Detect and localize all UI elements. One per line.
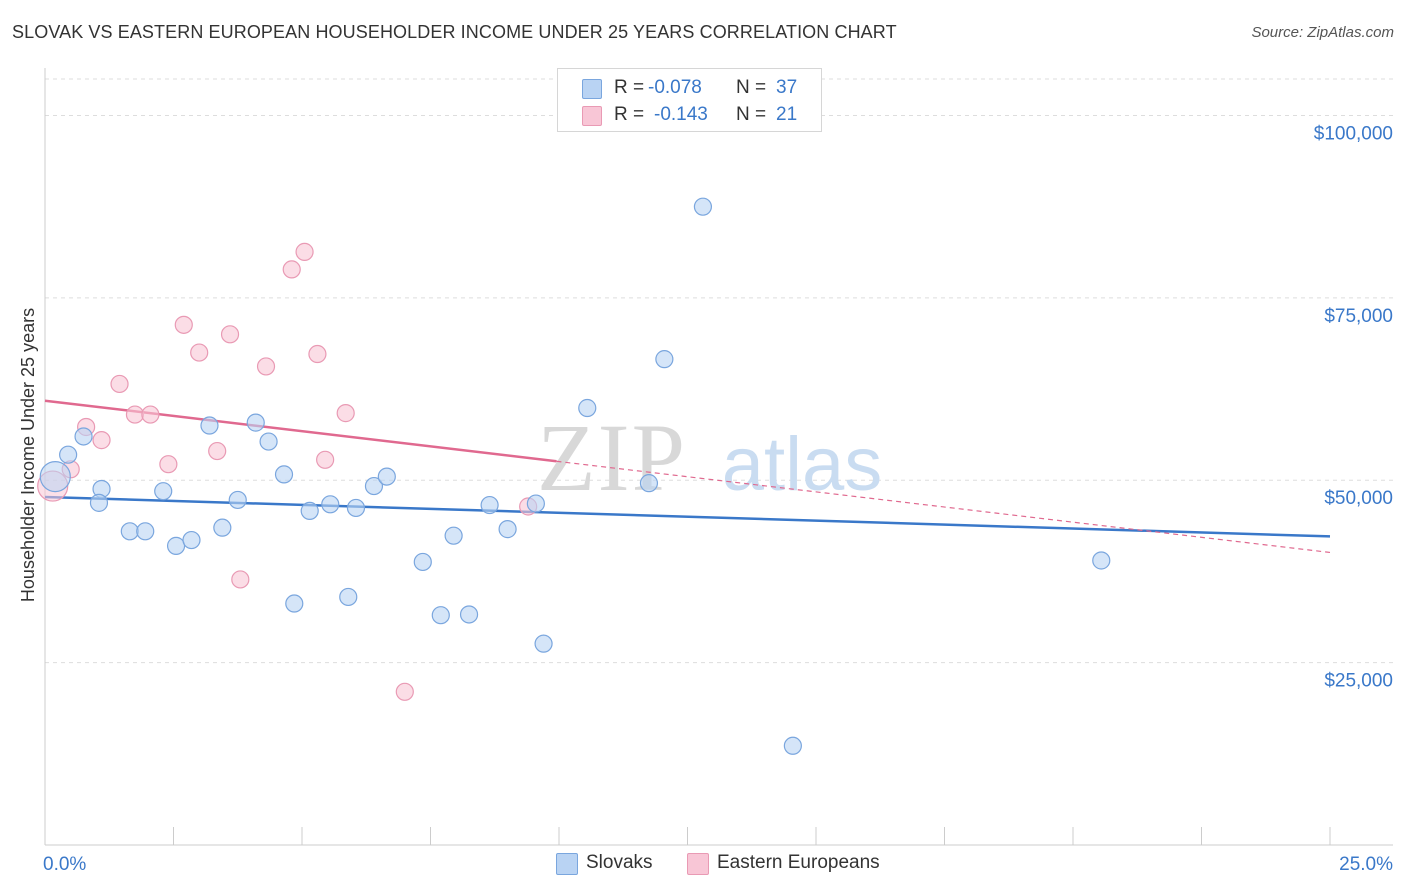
point-eastern-europeans xyxy=(190,343,209,362)
trend-line-eastern-europeans xyxy=(44,399,557,463)
watermark-zip: ZIP xyxy=(537,404,687,511)
point-eastern-europeans xyxy=(110,374,129,394)
point-slovaks xyxy=(339,587,358,607)
point-slovaks xyxy=(431,606,450,625)
point-slovaks xyxy=(693,197,713,216)
legend-n-value: 37 xyxy=(776,77,798,98)
point-eastern-europeans xyxy=(125,405,145,424)
point-eastern-europeans xyxy=(316,450,335,469)
point-slovaks xyxy=(480,495,499,515)
y-axis-label: Householder Income Under 25 years xyxy=(18,308,38,602)
point-slovaks xyxy=(639,474,659,493)
legend-r-value: -0.143 xyxy=(654,104,708,125)
point-eastern-europeans xyxy=(395,682,414,701)
point-slovaks xyxy=(300,501,319,520)
point-slovaks xyxy=(59,445,78,464)
bottom-legend-label: Slovaks xyxy=(586,852,653,873)
point-slovaks xyxy=(444,526,463,545)
y-tick-label: $25,000 xyxy=(1324,671,1393,692)
point-slovaks xyxy=(377,467,396,486)
point-eastern-europeans xyxy=(256,357,276,376)
axis-layer xyxy=(44,68,1393,846)
point-slovaks xyxy=(346,498,366,518)
point-slovaks xyxy=(274,465,294,484)
legend-n-label: N = xyxy=(736,77,767,98)
point-slovaks xyxy=(213,518,232,537)
watermark-atlas: atlas xyxy=(722,422,883,507)
legend-r-label: R = xyxy=(614,104,645,125)
point-slovaks xyxy=(498,520,517,539)
x-tick-label: 25.0% xyxy=(1339,854,1393,875)
point-eastern-europeans xyxy=(220,325,240,344)
legend-swatch-blue xyxy=(582,79,602,99)
point-slovaks xyxy=(459,605,479,624)
bottom-legend-swatch-pink xyxy=(687,853,709,875)
point-slovaks xyxy=(200,416,219,435)
point-slovaks xyxy=(578,398,597,418)
point-slovaks xyxy=(285,594,304,613)
bottom-legend-label: Eastern Europeans xyxy=(717,852,880,873)
y-tick-label: $50,000 xyxy=(1324,488,1393,509)
trend-layer xyxy=(44,399,1331,554)
point-slovaks xyxy=(39,460,71,493)
legend-n-label: N = xyxy=(736,104,767,125)
source-label: Source: ZipAtlas.com xyxy=(1251,24,1394,41)
point-eastern-europeans xyxy=(282,260,301,279)
point-eastern-europeans xyxy=(174,315,193,334)
point-slovaks xyxy=(259,432,278,451)
legend-r-label: R = xyxy=(614,77,645,98)
point-slovaks xyxy=(526,494,545,513)
label-layer: $25,000 $50,000 $75,000 $100,000 0.0% 25.0% xyxy=(43,123,1393,875)
point-eastern-europeans xyxy=(231,570,250,589)
watermark: ZIP atlas xyxy=(537,404,882,511)
bottom-legend-swatch-blue xyxy=(556,853,578,875)
point-slovaks xyxy=(228,490,247,510)
point-eastern-europeans xyxy=(295,242,314,261)
x-tick-label: 0.0% xyxy=(43,854,86,875)
trend-line-slovaks xyxy=(44,495,1331,538)
chart-title: SLOVAK VS EASTERN EUROPEAN HOUSEHOLDER I… xyxy=(12,22,897,42)
point-slovaks xyxy=(321,495,340,514)
point-eastern-europeans xyxy=(141,405,160,424)
stats-legend: R = -0.078 N = 37 R = -0.143 N = 21 xyxy=(557,68,822,132)
legend-swatch-pink xyxy=(582,106,602,126)
point-slovaks xyxy=(89,493,109,512)
points-layer xyxy=(37,197,1111,755)
point-slovaks xyxy=(655,350,674,369)
point-slovaks xyxy=(154,482,173,501)
point-slovaks xyxy=(246,413,265,432)
legend-n-value: 21 xyxy=(776,104,798,125)
point-eastern-europeans xyxy=(92,431,111,450)
point-eastern-europeans xyxy=(336,404,355,423)
y-tick-label: $75,000 xyxy=(1324,306,1393,327)
point-eastern-europeans xyxy=(159,455,178,474)
point-slovaks xyxy=(1092,551,1111,570)
point-slovaks xyxy=(364,476,384,496)
point-slovaks xyxy=(783,736,802,755)
point-slovaks xyxy=(166,536,186,555)
point-slovaks xyxy=(120,522,139,541)
point-slovaks xyxy=(413,552,432,572)
point-slovaks xyxy=(534,634,553,653)
y-tick-label: $100,000 xyxy=(1314,123,1393,144)
point-slovaks xyxy=(136,522,155,541)
point-eastern-europeans xyxy=(308,344,327,364)
trend-line-eastern-europeans-extension xyxy=(556,460,1331,554)
point-eastern-europeans xyxy=(208,441,227,461)
point-slovaks xyxy=(182,530,201,550)
point-slovaks xyxy=(74,427,93,446)
legend-r-value: -0.078 xyxy=(648,77,702,98)
